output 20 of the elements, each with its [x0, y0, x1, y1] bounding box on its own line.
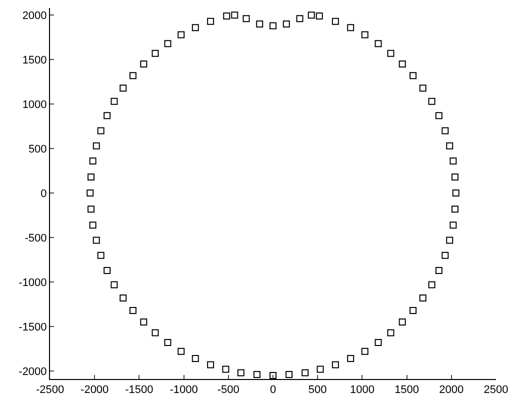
y-tick-label: 0 — [40, 188, 47, 200]
y-tick-label: 1000 — [22, 98, 47, 111]
x-tick-label: 0 — [270, 384, 276, 396]
x-tick-label: 2000 — [439, 384, 464, 396]
y-tick-label: 1500 — [22, 54, 47, 66]
y-tick-label: -1000 — [18, 276, 47, 289]
y-tick-label: 2000 — [22, 10, 47, 22]
x-tick-label: -1500 — [125, 384, 154, 396]
x-tick-label: -500 — [217, 384, 240, 396]
x-tick-label: 2500 — [484, 384, 508, 396]
x-tick-label: 1500 — [394, 384, 420, 396]
x-tick-label: -1000 — [170, 384, 198, 396]
x-tick-label: -2000 — [80, 384, 109, 396]
y-tick-label: 500 — [28, 143, 47, 156]
y-tick-label: -2000 — [18, 366, 47, 378]
x-tick-label: -2500 — [36, 384, 64, 396]
x-tick-label: 1000 — [350, 384, 374, 396]
y-tick-label: -1500 — [18, 321, 47, 334]
y-tick-label: -500 — [24, 232, 47, 244]
x-tick-label: 500 — [308, 384, 327, 396]
